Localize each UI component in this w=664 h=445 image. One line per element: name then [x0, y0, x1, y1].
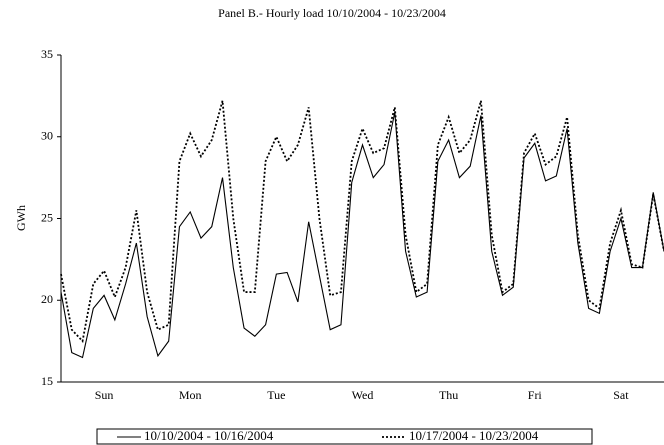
y-tick-label: 15	[41, 374, 53, 388]
chart-title: Panel B.- Hourly load 10/10/2004 - 10/23…	[218, 6, 446, 20]
x-tick-label: Mon	[179, 388, 202, 402]
x-tick-label: Fri	[528, 388, 543, 402]
x-tick-label: Sat	[613, 388, 629, 402]
x-tick-label: Sun	[95, 388, 114, 402]
y-tick-label: 20	[41, 292, 53, 306]
legend-box	[96, 428, 593, 445]
legend-label: 10/10/2004 - 10/16/2004	[144, 428, 274, 443]
y-tick-label: 30	[41, 129, 53, 143]
x-tick-label: Tue	[267, 388, 285, 402]
y-tick-label: 25	[41, 210, 53, 224]
series-line	[60, 112, 664, 359]
y-tick-label: 35	[41, 47, 53, 61]
y-axis-label: GWh	[14, 205, 28, 231]
x-tick-label: Thu	[439, 388, 458, 402]
x-tick-label: Wed	[352, 388, 374, 402]
series-line	[60, 100, 664, 344]
legend-label: 10/17/2004 - 10/23/2004	[409, 428, 539, 443]
